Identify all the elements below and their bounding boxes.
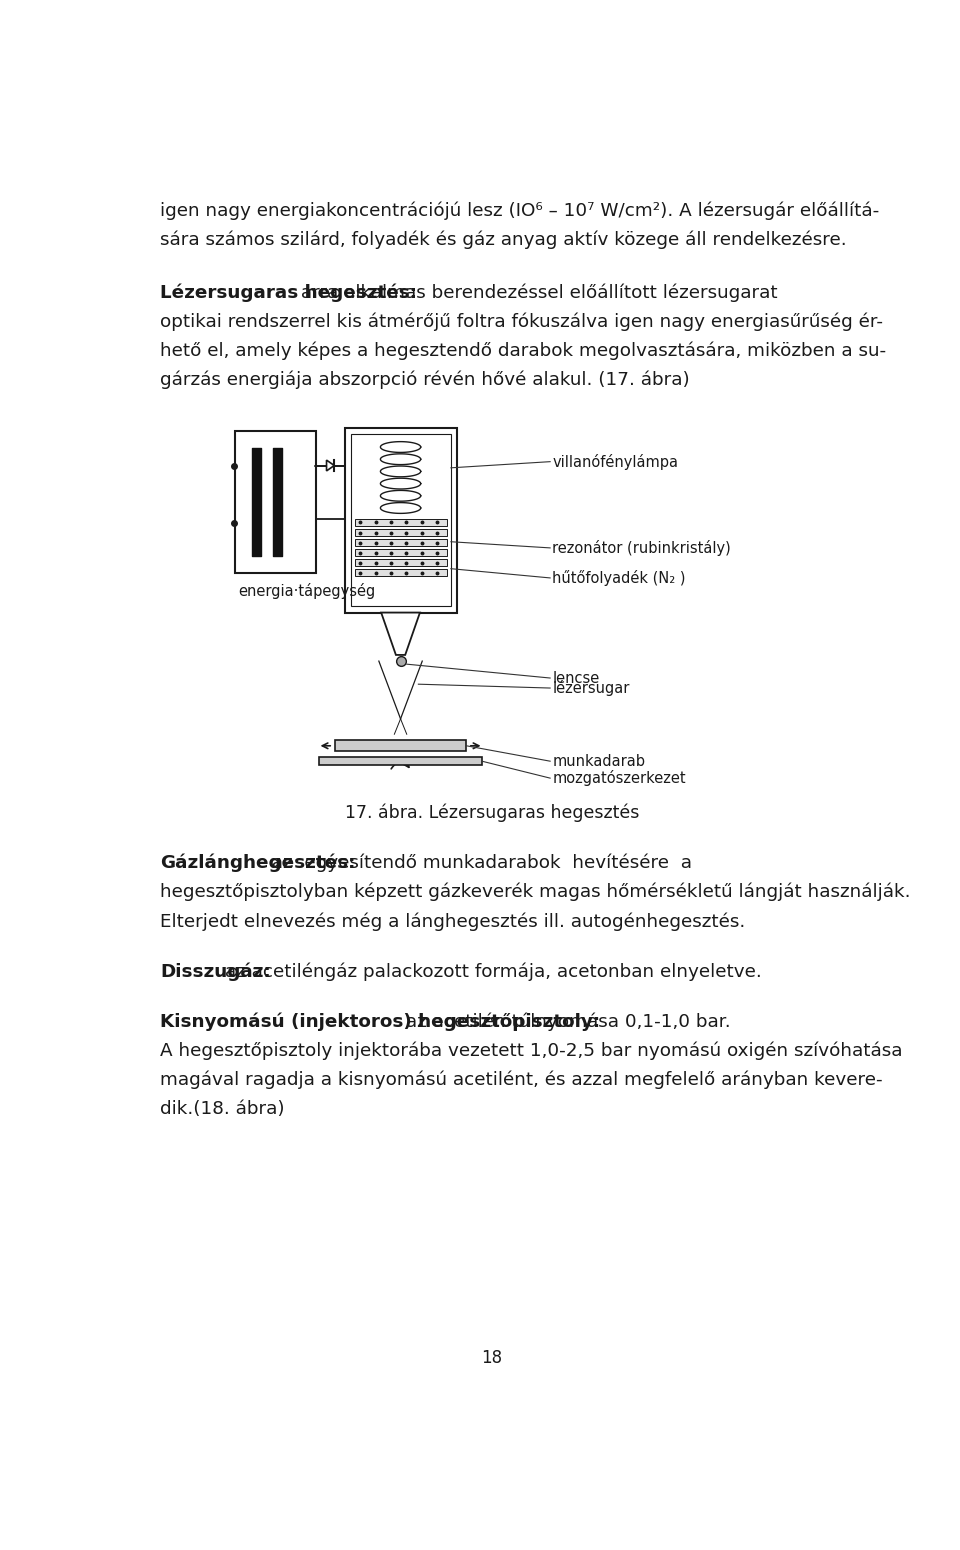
Polygon shape <box>381 612 420 656</box>
Text: optikai rendszerrel kis átmérőjű foltra fókuszálva igen nagy energiasűrűség ér-: optikai rendszerrel kis átmérőjű foltra … <box>160 312 883 330</box>
Bar <box>345 428 457 612</box>
Bar <box>234 431 316 574</box>
Text: hető el, amely képes a hegesztendő darabok megolvasztására, miközben a su-: hető el, amely képes a hegesztendő darab… <box>160 341 886 360</box>
Bar <box>355 529 447 536</box>
Bar <box>355 539 447 546</box>
Text: munkadarab: munkadarab <box>552 753 645 769</box>
Bar <box>319 758 482 766</box>
Text: lencse: lencse <box>552 671 600 685</box>
Text: hegesztőpisztolyban képzett gázkeverék magas hőmérsékletű lángját használják.: hegesztőpisztolyban képzett gázkeverék m… <box>160 883 911 902</box>
Text: lézersugar: lézersugar <box>552 680 630 696</box>
Bar <box>355 558 447 566</box>
Text: arra alkalmas berendezéssel előállított lézersugarat: arra alkalmas berendezéssel előállított … <box>295 284 778 302</box>
Bar <box>335 741 467 752</box>
Bar <box>351 434 451 606</box>
Bar <box>355 519 447 527</box>
Text: az acetiléngáz palackozott formája, acetonban elnyeletve.: az acetiléngáz palackozott formája, acet… <box>219 963 761 981</box>
Text: dik.(18. ábra): dik.(18. ábra) <box>160 1100 285 1118</box>
Bar <box>355 569 447 577</box>
Text: Kisnyomású (injektoros) hegesztőpisztoly:: Kisnyomású (injektoros) hegesztőpisztoly… <box>160 1012 600 1031</box>
Text: 18: 18 <box>481 1348 503 1367</box>
Text: hűtőfolyadék (N₂ ): hűtőfolyadék (N₂ ) <box>552 570 686 586</box>
Polygon shape <box>326 460 334 471</box>
Text: energia·tápegység: energia·tápegység <box>239 583 375 598</box>
Text: Disszugáz:: Disszugáz: <box>160 963 271 981</box>
Text: magával ragadja a kisnyomású acetilént, és azzal megfelelő arányban kevere-: magával ragadja a kisnyomású acetilént, … <box>160 1071 883 1090</box>
Text: az acetilén túlnyomása 0,1-1,0 bar.: az acetilén túlnyomása 0,1-1,0 bar. <box>400 1012 731 1031</box>
Text: A hegesztőpisztoly injektorába vezetett 1,0-2,5 bar nyomású oxigén szívóhatása: A hegesztőpisztoly injektorába vezetett … <box>160 1042 902 1060</box>
Text: az  egyesítendő munkadarabok  hevítésére  a: az egyesítendő munkadarabok hevítésére a <box>260 854 692 873</box>
Text: rezonátor (rubinkristály): rezonátor (rubinkristály) <box>552 539 732 556</box>
Text: igen nagy energiakoncentrációjú lesz (IO⁶ – 10⁷ W/cm²). A lézersugár előállítá-: igen nagy energiakoncentrációjú lesz (IO… <box>160 202 879 220</box>
Text: villanófénylámpa: villanófénylámpa <box>552 454 679 470</box>
Text: 17. ábra. Lézersugaras hegesztés: 17. ábra. Lézersugaras hegesztés <box>345 803 639 822</box>
Text: gárzás energiája abszorpció révén hővé alakul. (17. ábra): gárzás energiája abszorpció révén hővé a… <box>160 370 690 389</box>
Text: Lézersugaras hegesztés:: Lézersugaras hegesztés: <box>160 284 418 302</box>
Text: mozgatószerkezet: mozgatószerkezet <box>552 770 686 786</box>
Bar <box>355 549 447 556</box>
Text: Gázlánghegesztés:: Gázlánghegesztés: <box>160 854 355 873</box>
Text: Elterjedt elnevezés még a lánghegesztés ill. autogénhegesztés.: Elterjedt elnevezés még a lánghegesztés … <box>160 911 746 930</box>
Text: sára számos szilárd, folyadék és gáz anyag aktív közege áll rendelkezésre.: sára számos szilárd, folyadék és gáz any… <box>160 231 847 250</box>
